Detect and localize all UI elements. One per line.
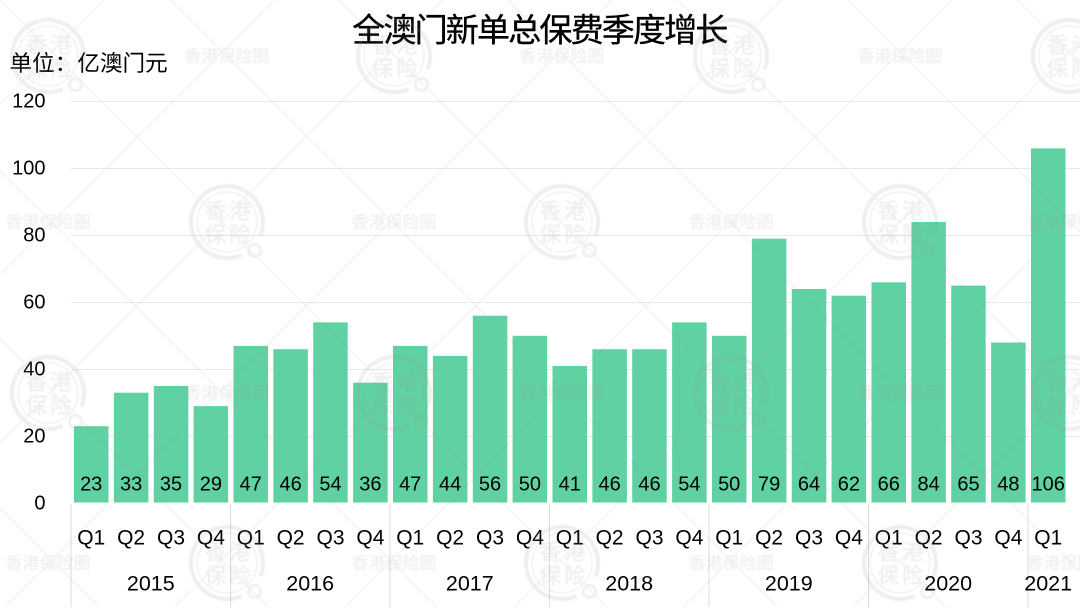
svg-text:Q2: Q2 bbox=[596, 527, 624, 550]
svg-text:46: 46 bbox=[638, 474, 660, 496]
svg-text:33: 33 bbox=[120, 474, 142, 496]
svg-text:66: 66 bbox=[878, 474, 900, 496]
svg-text:23: 23 bbox=[80, 474, 102, 496]
svg-text:44: 44 bbox=[439, 474, 461, 496]
svg-text:64: 64 bbox=[798, 474, 820, 496]
svg-text:50: 50 bbox=[718, 474, 740, 496]
svg-text:Q1: Q1 bbox=[396, 527, 424, 550]
svg-text:65: 65 bbox=[957, 474, 979, 496]
svg-text:50: 50 bbox=[519, 474, 541, 496]
svg-text:48: 48 bbox=[997, 474, 1019, 496]
svg-text:79: 79 bbox=[758, 474, 780, 496]
svg-text:54: 54 bbox=[678, 474, 700, 496]
svg-text:2019: 2019 bbox=[765, 572, 813, 596]
svg-text:56: 56 bbox=[479, 474, 501, 496]
svg-text:2016: 2016 bbox=[286, 572, 334, 596]
svg-text:2017: 2017 bbox=[446, 572, 494, 596]
svg-text:2018: 2018 bbox=[605, 572, 653, 596]
svg-text:Q3: Q3 bbox=[316, 527, 344, 550]
svg-text:0: 0 bbox=[34, 493, 45, 515]
svg-text:80: 80 bbox=[23, 225, 45, 247]
svg-text:Q2: Q2 bbox=[277, 527, 305, 550]
svg-text:Q1: Q1 bbox=[77, 527, 105, 550]
svg-text:46: 46 bbox=[598, 474, 620, 496]
svg-text:Q4: Q4 bbox=[994, 527, 1022, 550]
svg-text:Q4: Q4 bbox=[675, 527, 703, 550]
svg-text:Q4: Q4 bbox=[356, 527, 384, 550]
svg-text:47: 47 bbox=[399, 474, 421, 496]
svg-text:Q2: Q2 bbox=[436, 527, 464, 550]
svg-text:Q1: Q1 bbox=[1034, 527, 1062, 550]
svg-text:Q3: Q3 bbox=[157, 527, 185, 550]
svg-text:62: 62 bbox=[838, 474, 860, 496]
svg-text:2021: 2021 bbox=[1024, 572, 1072, 596]
svg-text:Q1: Q1 bbox=[715, 527, 743, 550]
svg-text:Q2: Q2 bbox=[755, 527, 783, 550]
svg-text:20: 20 bbox=[23, 426, 45, 448]
svg-text:Q4: Q4 bbox=[835, 527, 863, 550]
svg-text:Q2: Q2 bbox=[117, 527, 145, 550]
svg-text:Q3: Q3 bbox=[954, 527, 982, 550]
svg-text:36: 36 bbox=[359, 474, 381, 496]
svg-text:Q3: Q3 bbox=[476, 527, 504, 550]
svg-text:35: 35 bbox=[160, 474, 182, 496]
svg-text:Q3: Q3 bbox=[795, 527, 823, 550]
svg-text:106: 106 bbox=[1032, 474, 1065, 496]
svg-text:29: 29 bbox=[200, 474, 222, 496]
svg-text:120: 120 bbox=[12, 91, 45, 113]
svg-text:84: 84 bbox=[917, 474, 939, 496]
svg-text:2015: 2015 bbox=[127, 572, 175, 596]
svg-text:100: 100 bbox=[12, 158, 45, 180]
svg-text:47: 47 bbox=[240, 474, 262, 496]
svg-text:Q3: Q3 bbox=[635, 527, 663, 550]
svg-text:Q4: Q4 bbox=[516, 527, 544, 550]
svg-text:46: 46 bbox=[279, 474, 301, 496]
svg-text:54: 54 bbox=[319, 474, 341, 496]
svg-text:60: 60 bbox=[23, 292, 45, 314]
svg-text:41: 41 bbox=[559, 474, 581, 496]
